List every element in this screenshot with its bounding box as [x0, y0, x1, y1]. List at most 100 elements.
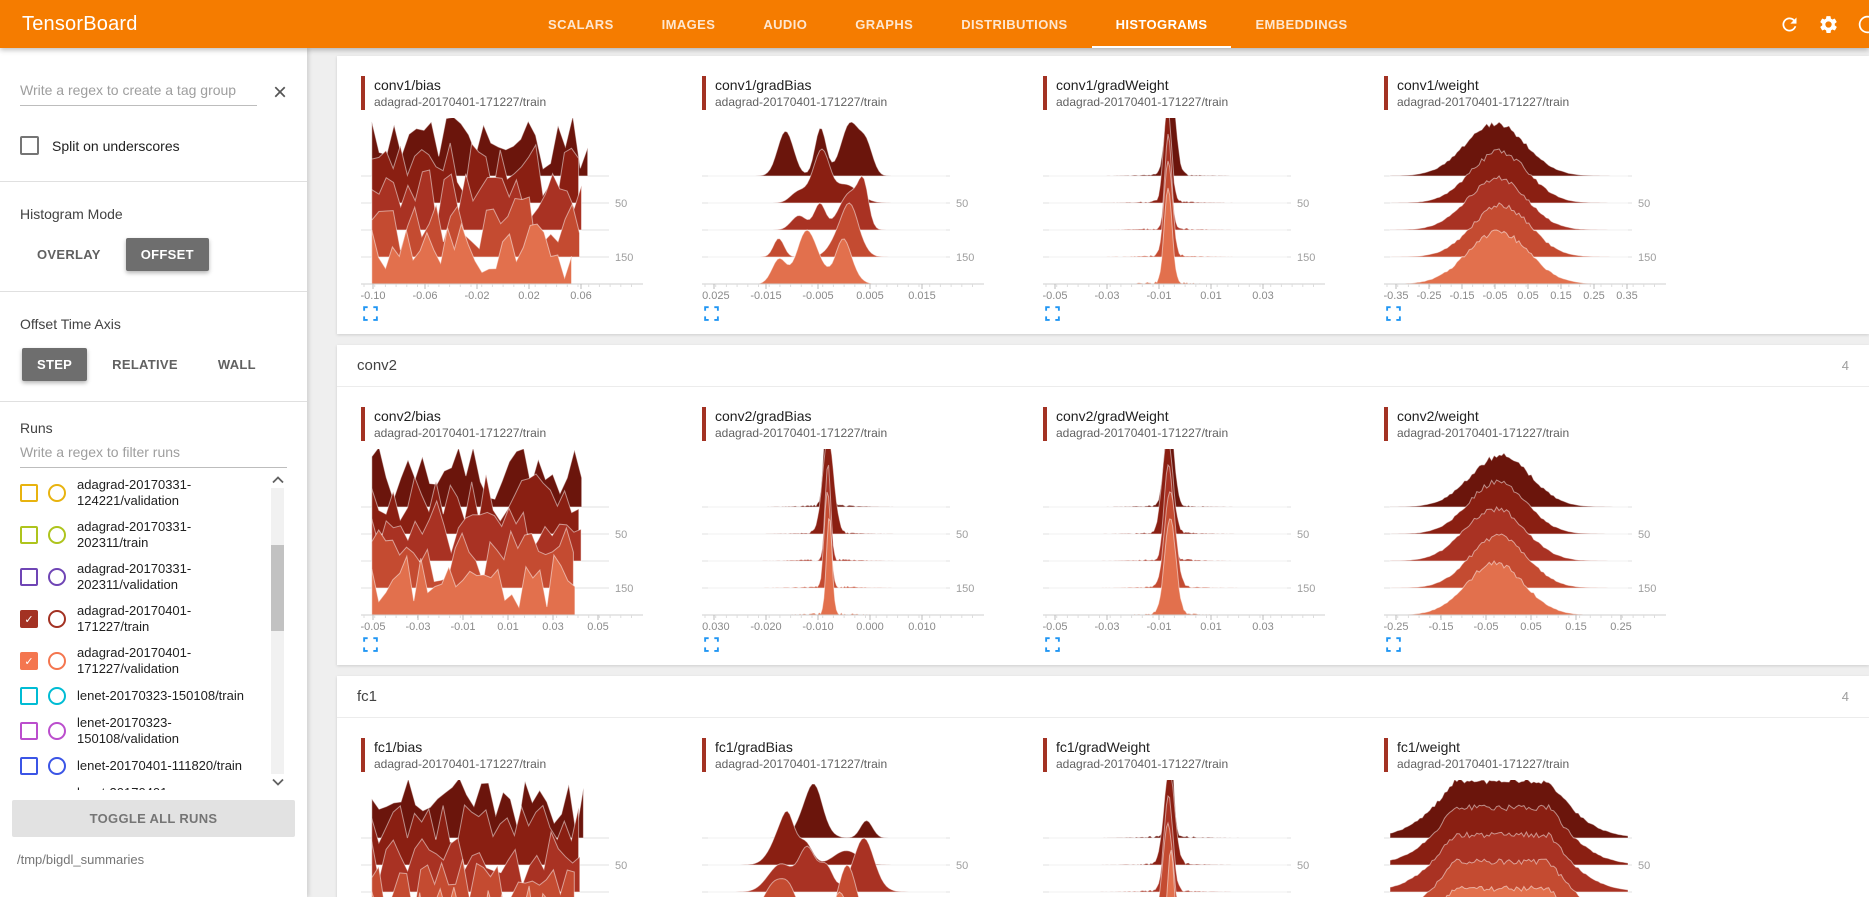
- tag-group-panel-conv2: conv2 4 conv2/bias adagrad-20170401-171227/…: [337, 345, 1869, 665]
- card-title-block: conv1/bias adagrad-20170401-171227/train: [361, 76, 690, 110]
- tab-images[interactable]: IMAGES: [661, 16, 716, 32]
- run-radio[interactable]: [48, 652, 66, 670]
- expand-chart-icon[interactable]: [1386, 306, 1402, 322]
- svg-text:0.01: 0.01: [1200, 621, 1221, 633]
- run-checkbox[interactable]: ✓: [20, 652, 38, 670]
- settings-gear-icon[interactable]: [1817, 13, 1839, 35]
- group-header-fc1[interactable]: fc1 4: [337, 676, 1869, 718]
- svg-text:-0.15: -0.15: [1449, 290, 1474, 302]
- run-radio[interactable]: [48, 722, 66, 740]
- run-item[interactable]: ✓ adagrad-20170401-171227/validation: [20, 640, 259, 682]
- svg-text:0.015: 0.015: [908, 290, 936, 302]
- split-underscores-option[interactable]: Split on underscores: [20, 136, 287, 155]
- svg-text:50: 50: [615, 529, 627, 541]
- svg-text:0.01: 0.01: [497, 621, 518, 633]
- expand-chart-icon[interactable]: [363, 306, 379, 322]
- svg-text:150: 150: [1297, 583, 1315, 595]
- run-checkbox[interactable]: ✓: [20, 610, 38, 628]
- expand-chart-icon[interactable]: [1045, 306, 1061, 322]
- run-radio[interactable]: [48, 757, 66, 775]
- refresh-icon[interactable]: [1778, 13, 1800, 35]
- run-name: lenet-20170323-150108/train: [77, 688, 244, 703]
- run-item[interactable]: adagrad-20170331-202311/train: [20, 514, 259, 556]
- svg-text:0.15: 0.15: [1565, 621, 1586, 633]
- expand-chart-icon[interactable]: [704, 306, 720, 322]
- run-radio[interactable]: [48, 610, 66, 628]
- expand-chart-icon[interactable]: [1045, 637, 1061, 653]
- run-checkbox[interactable]: [20, 722, 38, 740]
- run-item[interactable]: ✓ adagrad-20170401-171227/train: [20, 598, 259, 640]
- group-header-conv2[interactable]: conv2 4: [337, 345, 1869, 387]
- run-item[interactable]: adagrad-20170331-124221/validation: [20, 472, 259, 514]
- run-checkbox[interactable]: [20, 568, 38, 586]
- toggle-all-runs-button[interactable]: TOGGLE ALL RUNS: [12, 800, 295, 837]
- run-checkbox[interactable]: [20, 484, 38, 502]
- tab-scalars[interactable]: SCALARS: [548, 16, 614, 32]
- navbar-actions: [1761, 0, 1869, 48]
- card-tag-title: fc1/gradWeight: [1056, 739, 1150, 755]
- histogram-chart: 50 150 -0.05 -0.03 -0.01 0.01 0.03: [1043, 449, 1325, 633]
- svg-text:0.005: 0.005: [856, 290, 884, 302]
- run-name: adagrad-20170401-171227/train: [77, 603, 192, 634]
- split-underscores-checkbox[interactable]: [20, 136, 39, 155]
- runs-filter-input[interactable]: [20, 440, 287, 468]
- card-run-name: adagrad-20170401-171227/train: [1397, 95, 1570, 109]
- svg-text:0.03: 0.03: [1252, 290, 1273, 302]
- help-icon[interactable]: [1856, 13, 1869, 35]
- time-axis-relative-button[interactable]: RELATIVE: [112, 357, 178, 372]
- card-title-block: conv2/gradWeight adagrad-20170401-171227/…: [1043, 407, 1372, 441]
- scrollbar-track[interactable]: [271, 488, 284, 774]
- run-checkbox[interactable]: [20, 687, 38, 705]
- expand-chart-icon[interactable]: [704, 637, 720, 653]
- run-item[interactable]: lenet-20170323-150108/validation: [20, 710, 259, 752]
- time-axis-wall-button[interactable]: WALL: [217, 357, 256, 372]
- card-title-block: fc1/gradWeight adagrad-20170401-171227/tr…: [1043, 738, 1372, 772]
- run-radio[interactable]: [48, 687, 66, 705]
- card-tag-title: conv2/bias: [374, 408, 441, 424]
- svg-text:50: 50: [956, 198, 968, 210]
- expand-chart-icon[interactable]: [363, 637, 379, 653]
- histogram-card: conv2/bias adagrad-20170401-171227/train 5…: [349, 397, 690, 653]
- tab-graphs[interactable]: GRAPHS: [855, 16, 914, 32]
- card-run-name: adagrad-20170401-171227/train: [715, 95, 888, 109]
- tab-embeddings[interactable]: EMBEDDINGS: [1255, 16, 1348, 32]
- svg-text:-0.03: -0.03: [405, 621, 430, 633]
- time-axis-step-button[interactable]: STEP: [22, 348, 88, 381]
- card-run-name: adagrad-20170401-171227/train: [1056, 426, 1229, 440]
- run-item[interactable]: lenet-20170401-111820/train: [20, 752, 259, 780]
- histogram-card: fc1/gradWeight adagrad-20170401-171227/tr…: [1031, 728, 1372, 897]
- scroll-up-icon[interactable]: [268, 472, 287, 488]
- run-radio[interactable]: [48, 568, 66, 586]
- tab-histograms[interactable]: HISTOGRAMS: [1091, 0, 1232, 48]
- nav-tabs: SCALARS IMAGES AUDIO GRAPHS DISTRIBUTIONS HIS…: [524, 0, 1372, 48]
- svg-text:50: 50: [1297, 529, 1309, 541]
- run-checkbox[interactable]: [20, 757, 38, 775]
- histogram-mode-overlay-button[interactable]: OVERLAY: [37, 247, 101, 262]
- scroll-down-icon[interactable]: [268, 774, 287, 790]
- scrollbar-thumb[interactable]: [271, 545, 284, 631]
- svg-text:150: 150: [1638, 583, 1656, 595]
- histogram-mode-offset-button[interactable]: OFFSET: [125, 238, 209, 271]
- run-item[interactable]: adagrad-20170331-202311/validation: [20, 556, 259, 598]
- card-title-block: conv1/weight adagrad-20170401-171227/trai…: [1384, 76, 1713, 110]
- run-checkbox[interactable]: [20, 526, 38, 544]
- cards-row: conv1/bias adagrad-20170401-171227/train 5…: [337, 56, 1869, 334]
- card-tag-title: conv1/weight: [1397, 77, 1479, 93]
- svg-text:0.03: 0.03: [1252, 621, 1273, 633]
- histogram-card: conv1/gradBias adagrad-20170401-171227/tr…: [690, 66, 1031, 322]
- svg-text:50: 50: [1638, 529, 1650, 541]
- expand-chart-icon[interactable]: [1386, 637, 1402, 653]
- tab-audio[interactable]: AUDIO: [763, 16, 808, 32]
- card-run-name: adagrad-20170401-171227/train: [374, 426, 547, 440]
- tab-distributions[interactable]: DISTRIBUTIONS: [961, 16, 1068, 32]
- runs-scrollbar[interactable]: [268, 472, 287, 790]
- histogram-mode-buttons: OVERLAY OFFSET: [20, 238, 287, 271]
- run-item[interactable]: lenet-20170401-111820/validation: [20, 780, 259, 790]
- svg-text:-0.015: -0.015: [750, 290, 781, 302]
- clear-filter-icon[interactable]: ×: [272, 79, 287, 106]
- run-radio[interactable]: [48, 526, 66, 544]
- run-item[interactable]: lenet-20170323-150108/train: [20, 682, 259, 710]
- run-radio[interactable]: [48, 484, 66, 502]
- svg-text:-0.10: -0.10: [361, 290, 386, 302]
- tag-filter-input[interactable]: [20, 78, 257, 106]
